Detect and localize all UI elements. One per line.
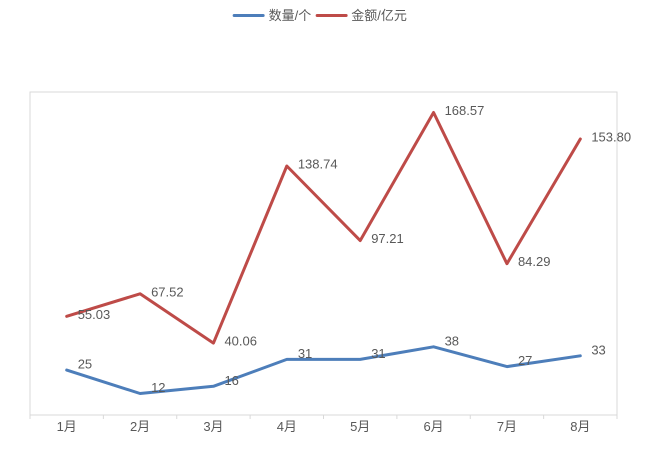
x-axis-label: 8月 <box>570 419 590 434</box>
x-axis-label: 7月 <box>497 419 517 434</box>
data-label: 38 <box>445 333 459 348</box>
legend-line-swatch <box>315 14 348 17</box>
data-label: 55.03 <box>78 307 111 322</box>
x-axis-label: 4月 <box>277 419 297 434</box>
legend-label: 数量/个 <box>268 8 312 23</box>
data-label: 31 <box>298 346 312 361</box>
data-label: 97.21 <box>371 231 404 246</box>
data-label: 84.29 <box>518 254 551 269</box>
x-axis-label: 6月 <box>423 419 443 434</box>
data-label: 27 <box>518 353 532 368</box>
chart-legend: 数量/个 金额/亿元 <box>232 8 407 23</box>
data-label: 40.06 <box>224 334 257 349</box>
data-label: 16 <box>224 373 238 388</box>
data-label: 153.80 <box>591 130 631 145</box>
legend-item-1: 金额/亿元 <box>315 9 407 22</box>
legend-label: 金额/亿元 <box>351 8 407 23</box>
x-axis-label: 5月 <box>350 419 370 434</box>
data-label: 25 <box>78 357 92 372</box>
x-axis-label: 2月 <box>130 419 150 434</box>
series-line-1 <box>65 111 582 345</box>
legend-item-0: 数量/个 <box>232 8 312 23</box>
data-label: 33 <box>591 342 605 357</box>
data-label: 31 <box>371 346 385 361</box>
x-axis-label: 3月 <box>203 419 223 434</box>
x-axis-label: 1月 <box>57 419 77 434</box>
data-label: 12 <box>151 380 165 395</box>
data-label: 67.52 <box>151 284 184 299</box>
legend-line-swatch <box>232 14 265 17</box>
data-label: 138.74 <box>298 157 338 172</box>
data-label: 168.57 <box>445 103 485 118</box>
series-line-0 <box>65 345 582 395</box>
